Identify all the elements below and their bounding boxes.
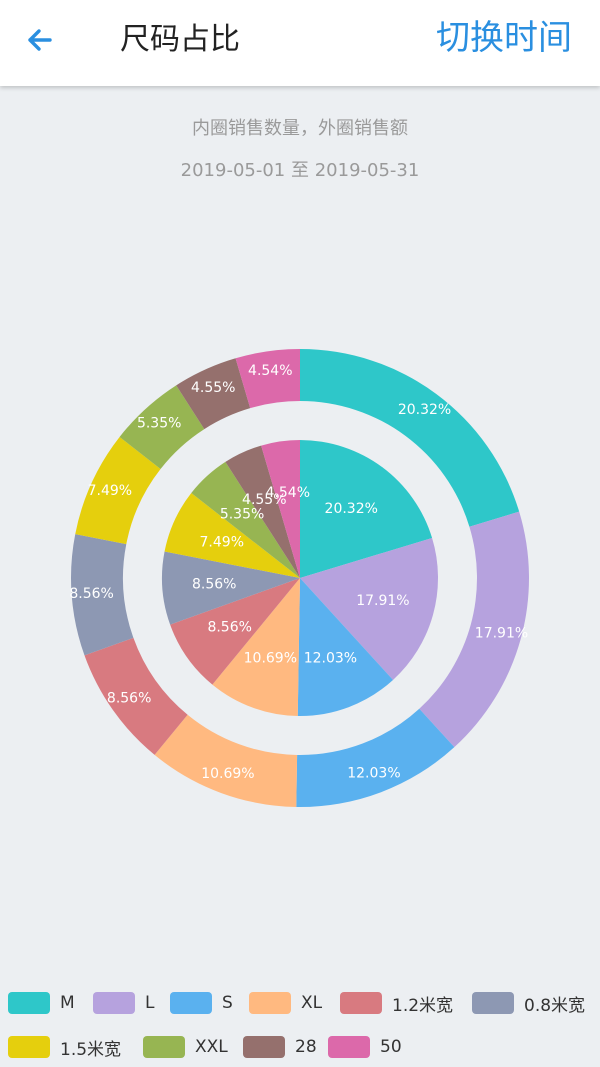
outer-label-3: 10.69%	[201, 766, 254, 782]
legend-label: XXL	[195, 1037, 228, 1057]
outer-slice-1[interactable]	[419, 511, 529, 748]
legend-label: 50	[380, 1037, 402, 1057]
legend-label: 0.8米宽	[524, 995, 586, 1016]
outer-label-4: 8.56%	[107, 690, 151, 706]
legend-label: S	[222, 993, 233, 1013]
legend-swatch	[93, 992, 135, 1014]
outer-label-5: 8.56%	[69, 586, 113, 602]
legend-label: L	[145, 993, 155, 1013]
legend-swatch	[8, 992, 50, 1014]
outer-slice-6[interactable]	[75, 436, 161, 545]
outer-slice-0[interactable]	[300, 349, 520, 527]
legend-item[interactable]: L	[93, 989, 154, 1017]
outer-label-9: 4.54%	[248, 363, 292, 379]
legend-label: 1.5米宽	[60, 1039, 122, 1060]
outer-slice-4[interactable]	[84, 637, 188, 755]
outer-slice-7[interactable]	[119, 385, 205, 469]
legend-swatch	[170, 992, 212, 1014]
legend-swatch	[249, 992, 291, 1014]
legend-item[interactable]: M	[8, 989, 75, 1017]
page-title: 尺码占比	[120, 22, 240, 57]
inner-slice-7[interactable]	[191, 461, 300, 578]
legend-swatch	[340, 992, 382, 1014]
inner-slice-3[interactable]	[212, 578, 300, 716]
inner-label-6: 7.49%	[200, 534, 244, 550]
inner-slice-9[interactable]	[261, 440, 300, 578]
legend-item[interactable]: XL	[249, 989, 322, 1017]
legend-swatch	[243, 1036, 285, 1058]
back-button[interactable]	[20, 20, 60, 60]
legend-swatch	[472, 992, 514, 1014]
inner-label-2: 12.03%	[304, 650, 357, 666]
legend-swatch	[328, 1036, 370, 1058]
inner-slice-8[interactable]	[225, 445, 300, 578]
outer-slice-2[interactable]	[296, 708, 455, 807]
inner-label-7: 5.35%	[220, 506, 264, 522]
outer-label-7: 5.35%	[137, 416, 181, 432]
outer-label-2: 12.03%	[347, 765, 400, 781]
outer-label-6: 7.49%	[88, 483, 132, 499]
legend-swatch	[8, 1036, 50, 1058]
outer-label-1: 17.91%	[475, 625, 528, 641]
outer-label-8: 4.55%	[191, 380, 235, 396]
inner-label-9: 4.54%	[266, 485, 310, 501]
inner-label-5: 8.56%	[192, 577, 236, 593]
inner-slice-0[interactable]	[300, 440, 433, 578]
legend-item[interactable]: XXL	[143, 1033, 228, 1061]
legend-swatch	[143, 1036, 185, 1058]
outer-slice-9[interactable]	[235, 349, 300, 409]
inner-label-0: 20.32%	[325, 501, 378, 517]
top-bar: 尺码占比 切换时间	[0, 0, 600, 86]
inner-label-4: 8.56%	[207, 620, 251, 636]
inner-label-1: 17.91%	[356, 593, 409, 609]
inner-slice-5[interactable]	[162, 551, 300, 625]
legend-label: XL	[301, 993, 323, 1013]
inner-label-8: 4.55%	[242, 492, 286, 508]
legend-item[interactable]: 28	[243, 1033, 317, 1061]
outer-label-0: 20.32%	[398, 402, 451, 418]
date-range: 2019-05-01 至 2019-05-31	[180, 160, 420, 181]
arrow-left-icon	[28, 29, 52, 51]
inner-label-3: 10.69%	[244, 651, 297, 667]
legend-item[interactable]: 0.8米宽	[472, 989, 585, 1017]
legend-label: 28	[295, 1037, 317, 1057]
legend-label: M	[60, 993, 75, 1013]
nested-pie-chart: 20.32% 17.91% 12.03% 10.69% 8.56% 8.56% 7.49% 5…	[69, 349, 529, 807]
legend-item[interactable]: 1.2米宽	[340, 989, 453, 1017]
inner-slice-2[interactable]	[297, 578, 394, 716]
inner-slice-1[interactable]	[300, 538, 438, 680]
legend-item[interactable]: 1.5米宽	[8, 1033, 121, 1061]
outer-slice-3[interactable]	[154, 714, 298, 807]
legend-item[interactable]: 50	[328, 1033, 402, 1061]
outer-slice-5[interactable]	[70, 534, 134, 656]
legend-item[interactable]: S	[170, 989, 233, 1017]
chart-subtitle: 内圈销售数量，外圈销售额	[192, 118, 408, 139]
switch-time-button[interactable]: 切换时间	[436, 18, 572, 58]
inner-slice-6[interactable]	[164, 493, 300, 578]
outer-slice-8[interactable]	[176, 358, 251, 430]
legend-label: 1.2米宽	[392, 995, 454, 1016]
inner-slice-4[interactable]	[170, 578, 300, 685]
